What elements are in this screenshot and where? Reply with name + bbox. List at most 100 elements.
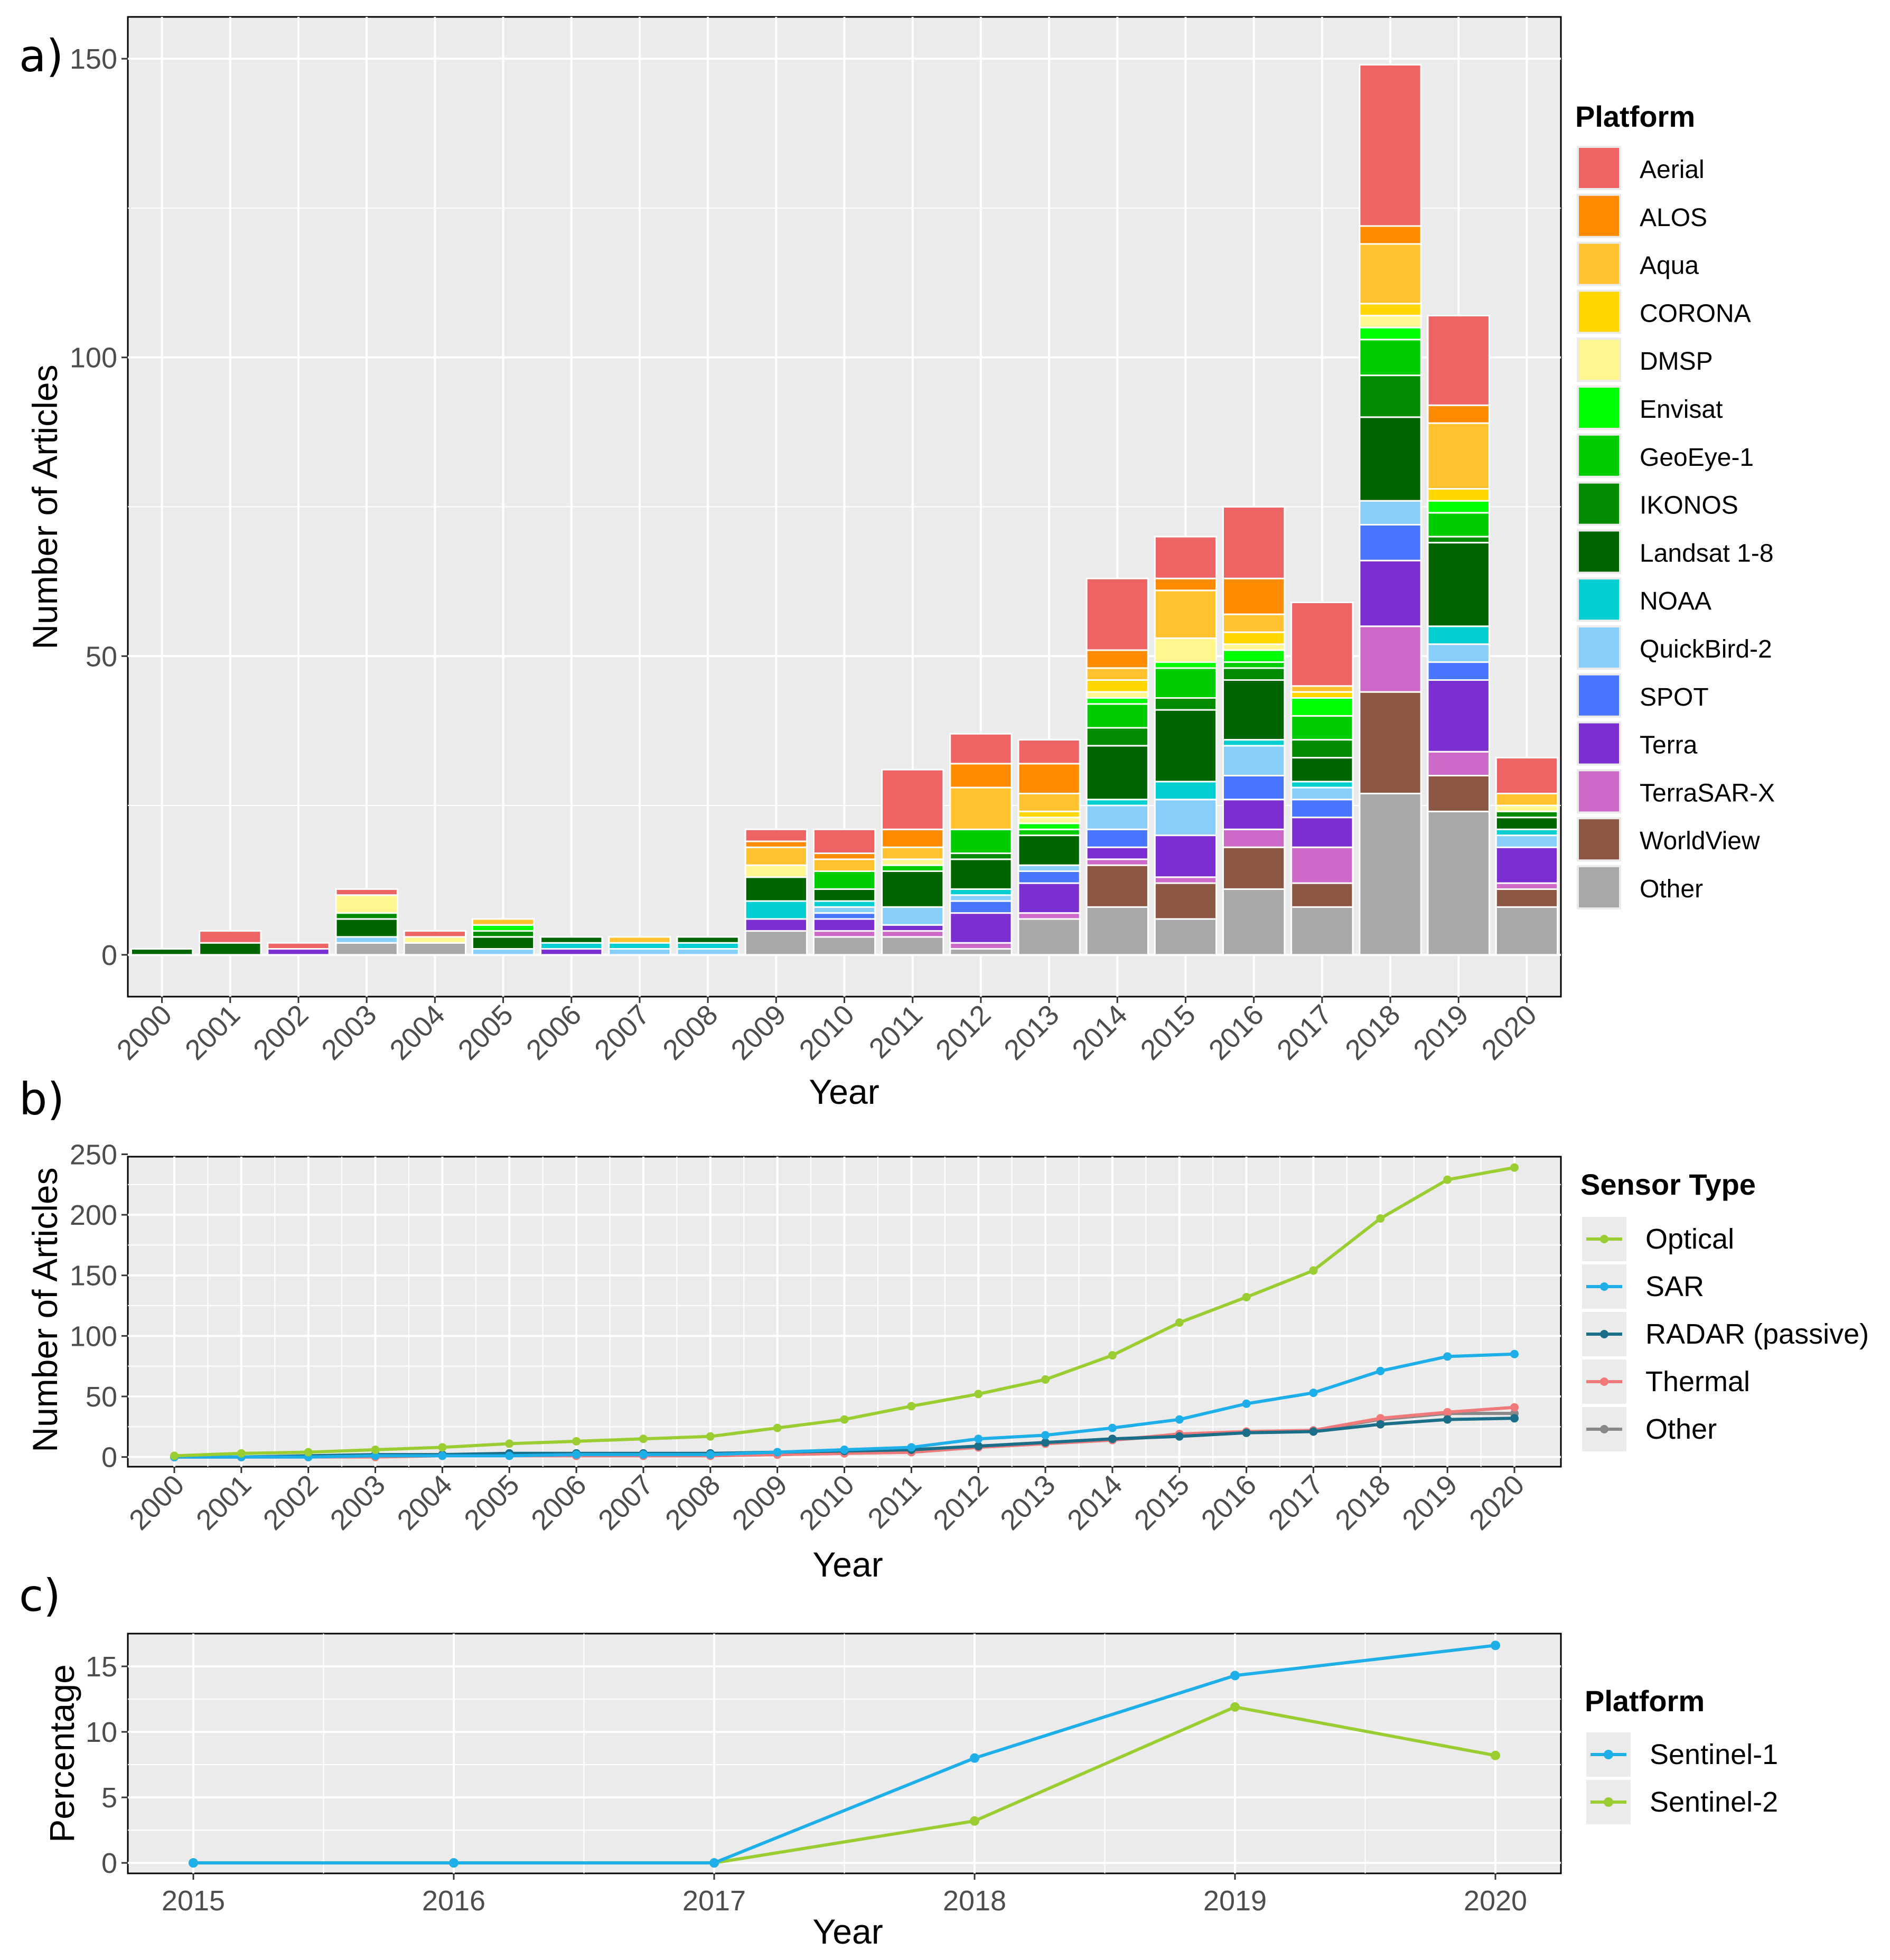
bar-segment-aqua-2013	[1017, 792, 1081, 812]
bar-segment-quickbird-2-2007	[608, 948, 671, 956]
bar-segment-dmsp-2003	[335, 894, 398, 914]
panel-a-legend: Aerial ALOS Aqua CORONA DMSP Envisat GeoEye-1 I…	[1577, 146, 1775, 909]
panel-c-point-sentinel-1-2016	[449, 1858, 459, 1868]
panel-c-point-sentinel-1-2020	[1491, 1640, 1500, 1650]
bar-segment-ikonos-2005	[471, 930, 535, 938]
panel-b-point-radar-passive-2014	[1108, 1434, 1117, 1443]
bar-segment-worldview-2015	[1154, 882, 1218, 920]
panel-b-y-axis: 0 50 100 150 200 250	[70, 1139, 128, 1474]
bar-segment-other-2019	[1427, 810, 1490, 956]
bar-segment-geoeye-1-2012	[949, 828, 1013, 855]
bar-segment-terrasar-x-2014	[1086, 858, 1149, 866]
bar-segment-landsat-1-8-2019	[1427, 541, 1490, 627]
panel-b-point-optical-2013	[1041, 1375, 1050, 1384]
panel-c-point-sentinel-2-2019	[1230, 1702, 1240, 1712]
bar-segment-quickbird-2-2018	[1359, 500, 1422, 526]
panel-a-y-tick-label: 50	[86, 641, 117, 672]
bar-segment-spot-2018	[1359, 523, 1422, 561]
bar-segment-aerial-2016	[1222, 506, 1286, 579]
bar-segment-quickbird-2-2017	[1290, 786, 1354, 801]
panel-c-y-axis-title: Percentage	[42, 1664, 81, 1843]
panel-a-bars	[130, 63, 1559, 956]
panel-a-x-axis-title: Year	[809, 1072, 879, 1111]
panel-a-x-tick-label: 2002	[247, 999, 314, 1066]
legend-label: Sentinel-1	[1650, 1739, 1778, 1770]
bar-segment-geoeye-1-2011	[881, 864, 944, 872]
bar-segment-landsat-1-8-2014	[1086, 745, 1149, 801]
legend-swatch-landsat-1-8	[1579, 531, 1619, 572]
bar-segment-ikonos-2015	[1154, 697, 1218, 711]
bar-segment-envisat-2014	[1086, 697, 1149, 705]
panel-a-y-axis: 0 50 100 150	[70, 43, 128, 971]
bar-segment-spot-2017	[1290, 799, 1354, 819]
panel-a-x-tick-label: 2009	[725, 999, 792, 1066]
panel-b-point-sar-2003	[371, 1451, 380, 1460]
panel-b-point-sar-2015	[1175, 1415, 1184, 1424]
panel-b-legend: Optical SAR RADAR (passive) Thermal Other	[1582, 1217, 1869, 1451]
legend-swatch-terra	[1579, 723, 1619, 764]
legend-swatch-dmsp	[1579, 340, 1619, 380]
panel-c-point-sentinel-1-2017	[709, 1858, 719, 1868]
legend-swatch-terrasar-x	[1579, 771, 1619, 812]
bar-segment-geoeye-1-2018	[1359, 339, 1422, 377]
panel-b-point-sar-2006	[572, 1450, 581, 1459]
legend-swatch-quickbird-2	[1579, 627, 1619, 668]
panel-c-point-sentinel-2-2020	[1491, 1750, 1500, 1760]
bar-segment-aerial-2011	[881, 768, 944, 830]
panel-b-y-axis-title: Number of Articles	[25, 1167, 64, 1452]
bar-segment-terra-2013	[1017, 882, 1081, 914]
bar-segment-aqua-2014	[1086, 667, 1149, 681]
panel-b-point-optical-2011	[907, 1402, 916, 1411]
bar-segment-terrasar-x-2020	[1495, 882, 1559, 890]
bar-segment-aerial-2014	[1086, 577, 1149, 651]
bar-segment-dmsp-2004	[403, 936, 466, 944]
bar-segment-terrasar-x-2019	[1427, 751, 1490, 776]
panel-b-y-tick-label: 50	[86, 1381, 117, 1413]
bar-segment-ikonos-2020	[1495, 810, 1559, 819]
panel-b-x-tick-label: 2011	[862, 1469, 928, 1535]
bar-segment-noaa-2010	[812, 900, 876, 908]
panel-b-x-tick-label: 2020	[1463, 1469, 1530, 1536]
bar-segment-aerial-2020	[1495, 757, 1559, 794]
bar-segment-ikonos-2012	[949, 852, 1013, 860]
bar-segment-envisat-2005	[471, 924, 535, 932]
legend-label: ALOS	[1640, 204, 1707, 232]
bar-segment-alos-2018	[1359, 225, 1422, 245]
panel-b-point-radar-passive-2018	[1376, 1420, 1385, 1429]
legend-swatch-envisat	[1579, 388, 1619, 428]
legend-point-optical	[1600, 1235, 1608, 1243]
legend-label: Aqua	[1640, 252, 1699, 280]
panel-b-point-sar-2019	[1443, 1352, 1452, 1361]
bar-segment-quickbird-2-2016	[1222, 745, 1286, 776]
panel-b-x-tick-label: 2003	[324, 1469, 391, 1536]
bar-segment-landsat-1-8-2006	[540, 936, 603, 944]
bar-segment-terra-2009	[744, 918, 808, 932]
bar-segment-aqua-2020	[1495, 792, 1559, 806]
bar-segment-other-2012	[949, 948, 1013, 956]
panel-a-x-tick-label: 2006	[520, 999, 587, 1066]
bar-segment-envisat-2015	[1154, 661, 1218, 669]
panel-b-x-tick-label: 2000	[123, 1469, 190, 1536]
legend-label: RADAR (passive)	[1645, 1318, 1869, 1350]
bar-segment-other-2004	[403, 942, 466, 956]
bar-segment-corona-2014	[1086, 679, 1149, 693]
bar-segment-terra-2020	[1495, 846, 1559, 884]
bar-segment-quickbird-2-2012	[949, 894, 1013, 902]
bar-segment-terra-2010	[812, 918, 876, 932]
bar-segment-aerial-2017	[1290, 601, 1354, 687]
bar-segment-dmsp-2009	[744, 864, 808, 878]
panel-c-y-tick-label: 15	[86, 1651, 117, 1683]
panel-b-point-sar-2008	[706, 1450, 715, 1459]
panel-b-y-tick-label: 200	[70, 1199, 117, 1231]
panel-c-point-sentinel-1-2015	[189, 1858, 198, 1868]
panel-b-x-tick-label: 2018	[1329, 1469, 1396, 1536]
bar-segment-ikonos-2003	[335, 912, 398, 920]
legend-swatch-spot	[1579, 675, 1619, 716]
panel-b-point-optical-2004	[438, 1443, 447, 1452]
bar-segment-noaa-2008	[676, 942, 740, 950]
panel-c-x-tick-label: 2016	[422, 1885, 485, 1917]
bar-segment-other-2014	[1086, 906, 1149, 956]
bar-segment-quickbird-2-2019	[1427, 643, 1490, 663]
bar-segment-dmsp-2020	[1495, 804, 1559, 812]
